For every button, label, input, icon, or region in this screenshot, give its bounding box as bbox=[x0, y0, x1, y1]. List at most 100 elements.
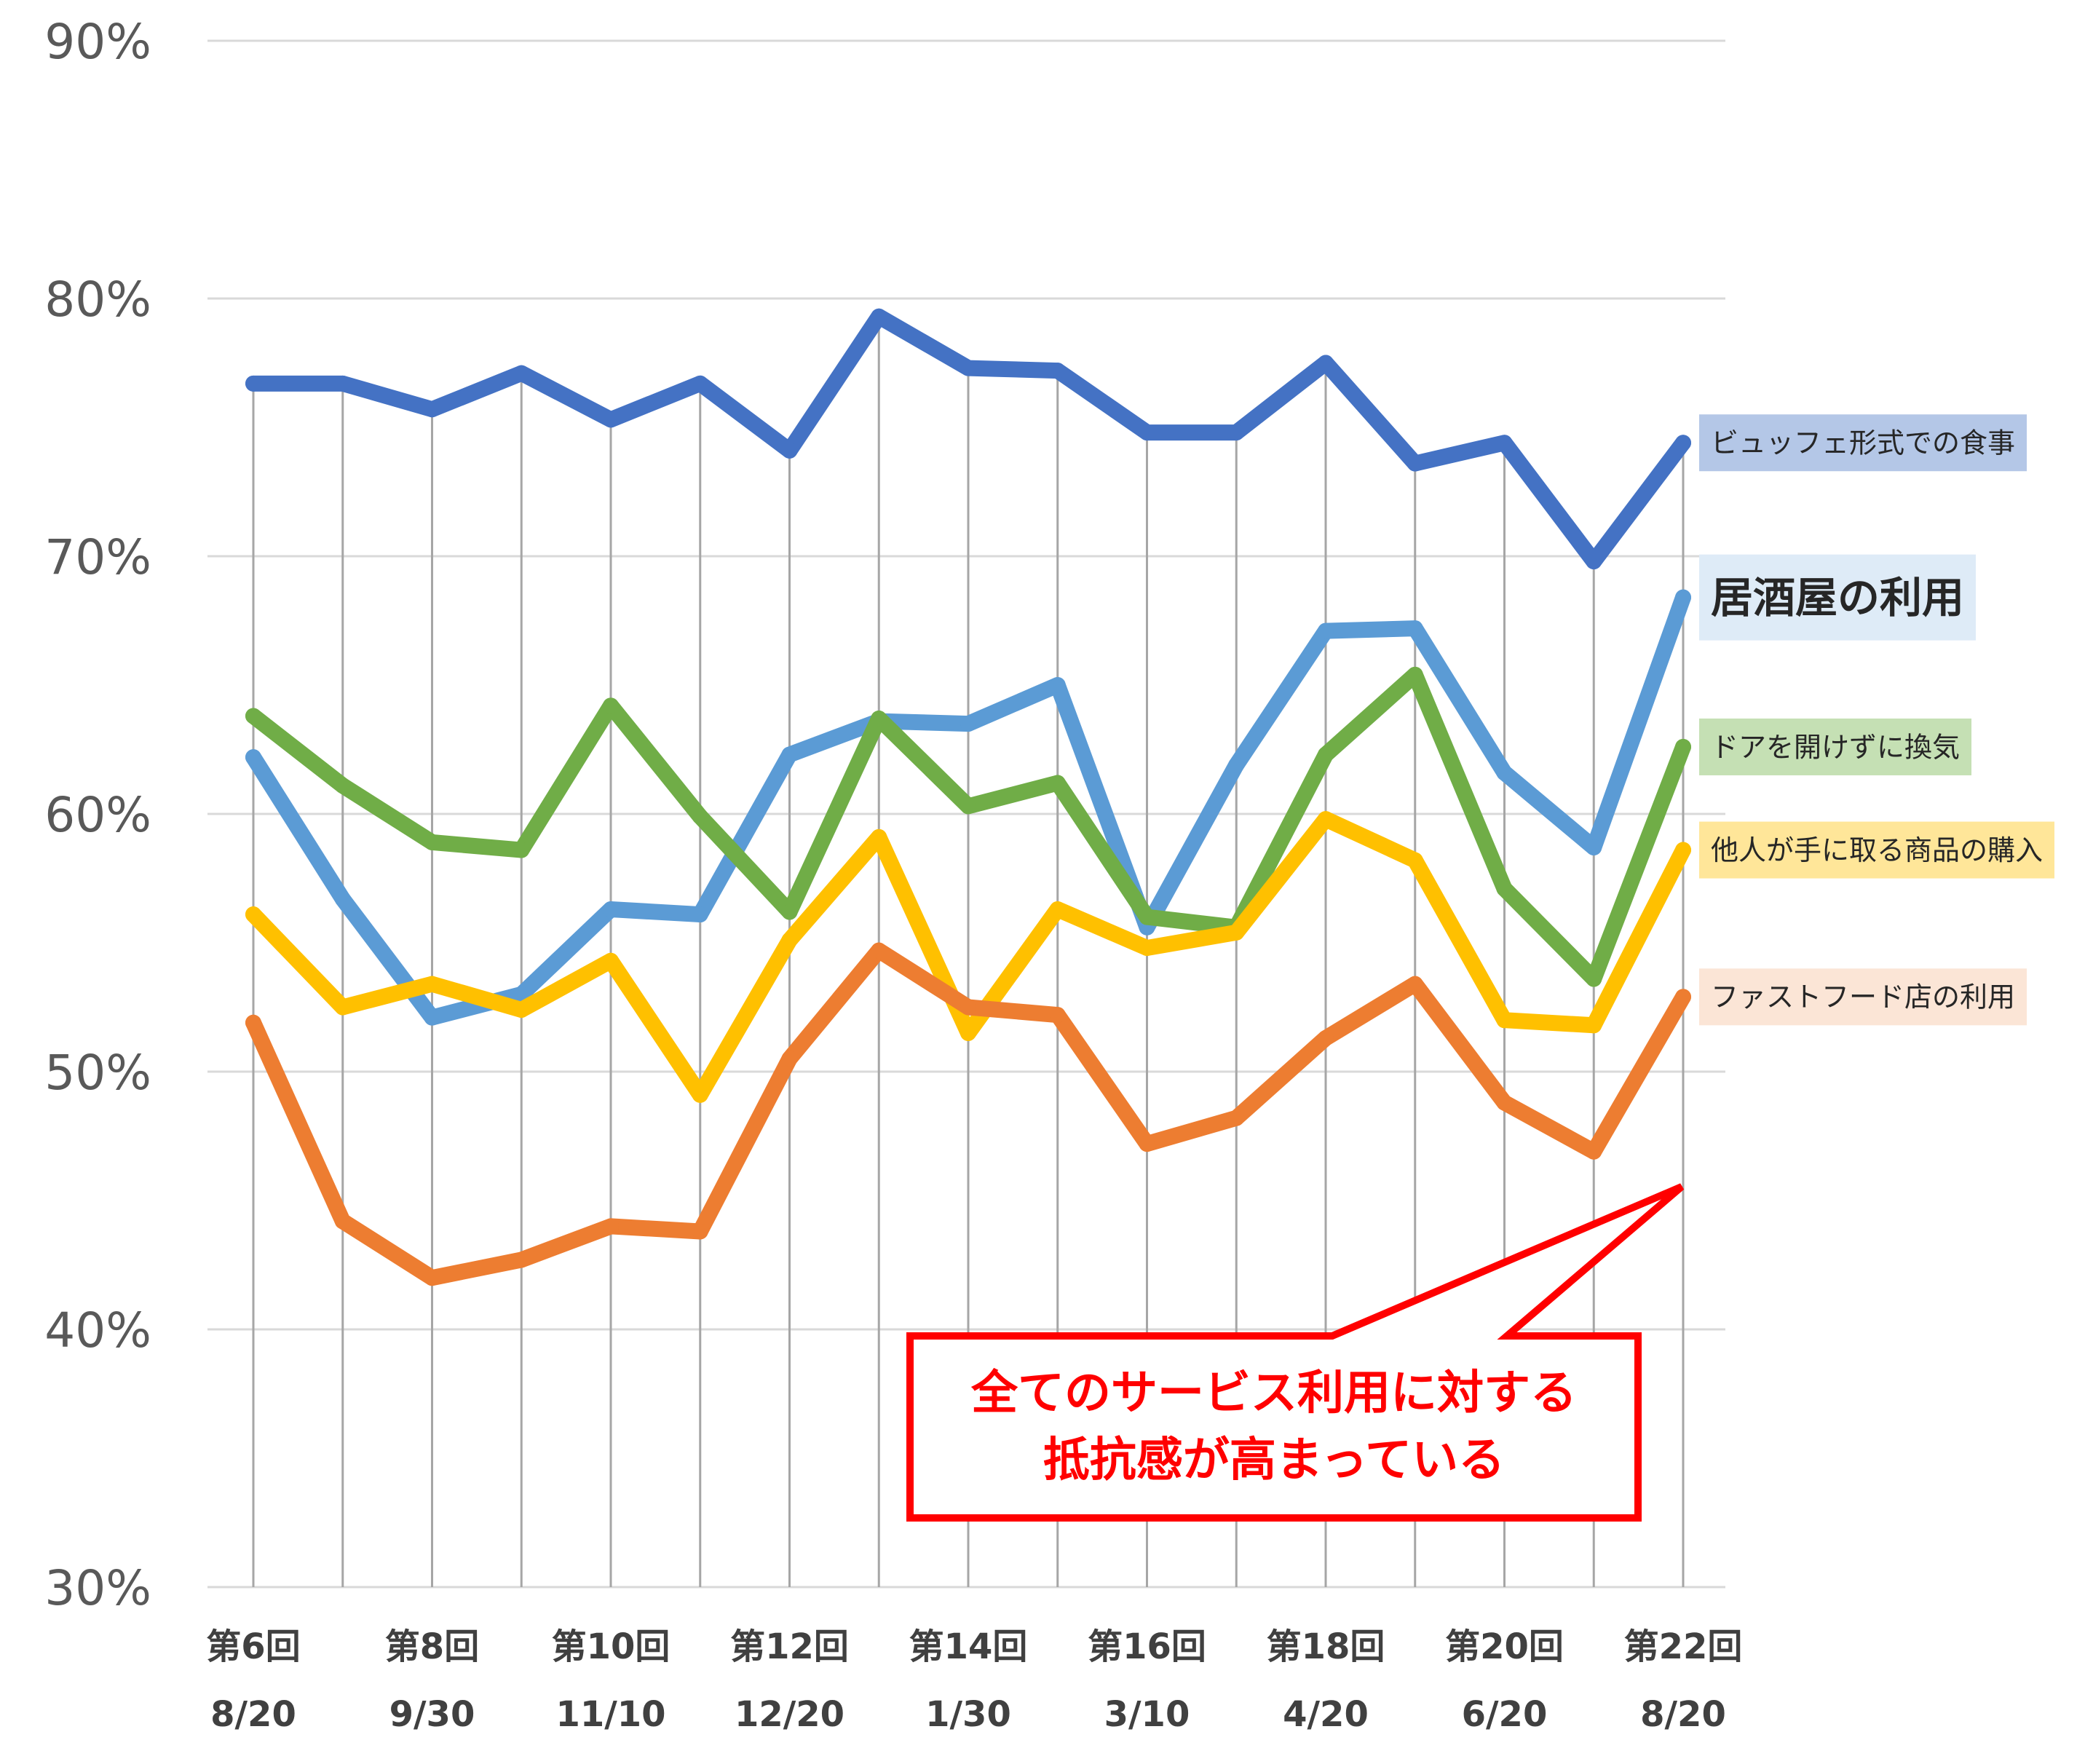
y-tick-label: 60% bbox=[44, 787, 151, 843]
data-point bbox=[1228, 1110, 1245, 1126]
x-tick-label-date: 12/20 bbox=[735, 1694, 844, 1735]
series-lines bbox=[245, 308, 1691, 1286]
data-point bbox=[245, 906, 261, 923]
data-point bbox=[781, 1051, 798, 1067]
data-point bbox=[1675, 435, 1691, 451]
horizontal-gridlines bbox=[207, 39, 1725, 1589]
data-point bbox=[603, 411, 619, 428]
y-axis-tick-labels: 30% 40% 50% 60% 70% 80% 90% bbox=[44, 14, 151, 1616]
data-point bbox=[1049, 677, 1066, 693]
data-point bbox=[1496, 880, 1513, 897]
data-point bbox=[1586, 553, 1602, 570]
series-label-box bbox=[1699, 718, 1972, 775]
y-tick-label: 70% bbox=[44, 529, 151, 585]
y-tick-label: 40% bbox=[44, 1302, 151, 1358]
data-point bbox=[424, 1009, 440, 1026]
x-tick-label-round: 第14回 bbox=[909, 1626, 1028, 1667]
series-end-label: 居酒屋の利用 bbox=[1711, 573, 1964, 622]
data-point bbox=[424, 1270, 440, 1286]
series-label-box bbox=[1699, 414, 2027, 472]
x-tick-label-date: 8/20 bbox=[210, 1694, 296, 1735]
data-point bbox=[1407, 976, 1423, 992]
x-tick-label-round: 第10回 bbox=[552, 1626, 670, 1667]
callout-text-line: 全てのサービス利用に対する bbox=[970, 1366, 1577, 1420]
x-tick-label-round: 第22回 bbox=[1624, 1626, 1743, 1667]
data-point bbox=[245, 375, 261, 392]
callout-box bbox=[906, 1183, 1685, 1522]
y-tick-label: 90% bbox=[44, 14, 151, 70]
data-point bbox=[1496, 764, 1513, 781]
data-point bbox=[1407, 455, 1423, 472]
x-tick-label-date: 11/10 bbox=[555, 1694, 665, 1735]
data-point bbox=[1228, 924, 1245, 941]
data-point bbox=[1139, 909, 1155, 925]
data-point bbox=[1318, 622, 1334, 639]
data-point bbox=[245, 708, 261, 724]
data-point bbox=[424, 976, 440, 992]
series-end-label: ドアを開けずに換気 bbox=[1711, 731, 1960, 763]
data-point bbox=[871, 828, 887, 845]
data-point bbox=[1318, 1029, 1334, 1046]
data-point bbox=[245, 749, 261, 766]
data-point bbox=[1228, 756, 1245, 773]
data-point bbox=[1407, 666, 1423, 683]
data-point bbox=[603, 697, 619, 714]
data-point bbox=[1139, 940, 1155, 957]
series-label-box bbox=[1699, 968, 2027, 1026]
data-point bbox=[334, 999, 351, 1016]
x-tick-label-round: 第6回 bbox=[206, 1626, 300, 1667]
series-end-label: ファストフード店の利用 bbox=[1711, 981, 2015, 1013]
data-point bbox=[603, 952, 619, 969]
callout-text-line: 抵抗感が高まっている bbox=[1043, 1433, 1505, 1487]
data-point bbox=[692, 808, 708, 825]
data-point bbox=[960, 999, 976, 1016]
data-point bbox=[960, 360, 976, 376]
series-end-label: ビュッフェ形式での食事 bbox=[1711, 427, 2015, 459]
data-point bbox=[603, 901, 619, 917]
data-point bbox=[781, 903, 798, 920]
data-point bbox=[1407, 620, 1423, 637]
x-tick-label-date: 8/20 bbox=[1640, 1694, 1726, 1735]
data-point bbox=[692, 1223, 708, 1240]
data-point bbox=[1675, 842, 1691, 858]
data-point bbox=[1318, 355, 1334, 371]
data-point bbox=[1675, 738, 1691, 755]
y-tick-label: 30% bbox=[44, 1560, 151, 1616]
data-point bbox=[1139, 1136, 1155, 1152]
data-point bbox=[960, 798, 976, 815]
data-point bbox=[692, 906, 708, 923]
data-point bbox=[1049, 901, 1066, 917]
x-tick-label-date: 6/20 bbox=[1462, 1694, 1548, 1735]
x-tick-label-round: 第18回 bbox=[1267, 1626, 1385, 1667]
x-tick-label-round: 第20回 bbox=[1445, 1626, 1564, 1667]
data-point bbox=[1496, 1094, 1513, 1111]
data-point bbox=[513, 1251, 530, 1268]
series-label-box bbox=[1699, 554, 1977, 641]
x-tick-label-date: 4/20 bbox=[1283, 1694, 1369, 1735]
data-point bbox=[424, 401, 440, 418]
x-tick-label-date: 9/30 bbox=[389, 1694, 475, 1735]
x-tick-label-date: 3/10 bbox=[1104, 1694, 1190, 1735]
y-tick-label: 80% bbox=[44, 272, 151, 328]
data-point bbox=[871, 942, 887, 959]
x-tick-label-round: 第8回 bbox=[385, 1626, 479, 1667]
data-point bbox=[1228, 424, 1245, 441]
series-end-label: 他人が手に取る商品の購入 bbox=[1711, 834, 2043, 866]
data-point bbox=[1496, 1012, 1513, 1029]
data-point bbox=[871, 711, 887, 727]
data-point bbox=[603, 1218, 619, 1235]
data-point bbox=[334, 1213, 351, 1230]
data-point bbox=[424, 834, 440, 850]
data-point bbox=[245, 1014, 261, 1031]
data-point bbox=[1675, 589, 1691, 606]
data-point bbox=[1407, 852, 1423, 869]
data-point bbox=[1049, 363, 1066, 379]
x-axis-tick-labels: 第6回 8/20 第8回 9/30 第10回 11/10 第12回 12/20 第14回 1/30… bbox=[206, 1626, 1742, 1735]
data-point bbox=[960, 1024, 976, 1041]
data-point bbox=[960, 716, 976, 732]
data-point bbox=[781, 746, 798, 763]
data-point bbox=[871, 308, 887, 325]
data-point bbox=[334, 375, 351, 392]
x-tick-label-round: 第16回 bbox=[1088, 1626, 1206, 1667]
